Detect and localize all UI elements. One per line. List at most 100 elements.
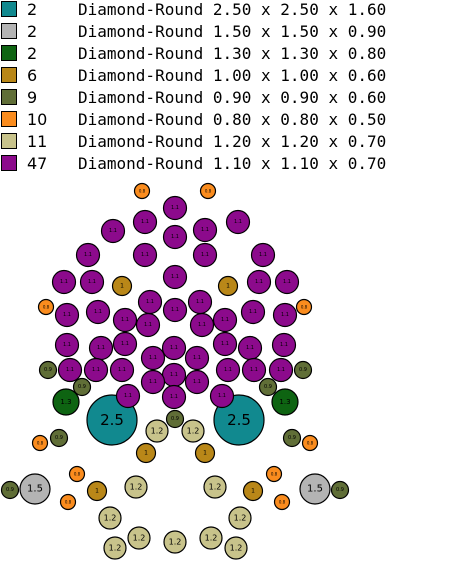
- stone-size-label: 1.3: [279, 398, 290, 406]
- stone-size-label: 0.9: [336, 487, 344, 493]
- stone-size-label: 0.8: [307, 441, 314, 446]
- stone-s10: 1: [135, 442, 157, 464]
- stone-size-label: 1.1: [170, 372, 178, 378]
- stone-s09: 0.9: [38, 360, 58, 380]
- stone-size-label: 1.1: [255, 279, 263, 285]
- stone-s12: 1.2: [181, 419, 205, 443]
- stone-circle: [213, 394, 265, 446]
- stone-circle: [224, 536, 248, 560]
- legend-count: 9: [27, 88, 38, 107]
- stone-s11: 1.1: [135, 312, 161, 338]
- stone-circle: [115, 383, 141, 409]
- stone-s08: 0.8: [199, 182, 217, 200]
- stone-circle: [140, 345, 166, 371]
- stone-size-label: 0.9: [288, 435, 296, 441]
- stone-size-label: 1.1: [224, 367, 232, 373]
- stone-circle: [258, 377, 278, 397]
- stone-size-label: 1.1: [171, 234, 179, 240]
- stone-circle: [162, 195, 188, 221]
- stone-s12: 1.2: [127, 526, 151, 550]
- stone-s11: 1.1: [162, 264, 188, 290]
- stone-circle: [192, 242, 218, 268]
- stone-circle: [162, 264, 188, 290]
- stone-s11: 1.1: [225, 209, 251, 235]
- stone-circle: [282, 428, 302, 448]
- legend-count: 2: [27, 22, 38, 41]
- stone-s15: 1.5: [19, 473, 51, 505]
- legend-swatch: [1, 67, 17, 83]
- stone-size-label: 1.1: [109, 228, 117, 234]
- stone-size-label: 0.8: [65, 500, 72, 505]
- stone-s11: 1.1: [184, 345, 210, 371]
- stone-s12: 1.2: [224, 536, 248, 560]
- stone-size-label: 0.8: [271, 472, 278, 477]
- stone-s11: 1.1: [272, 302, 298, 328]
- stone-circle: [54, 302, 80, 328]
- stone-s11: 1.1: [250, 242, 276, 268]
- stone-size-label: 1: [144, 450, 148, 457]
- stone-s08: 0.8: [68, 465, 86, 483]
- stone-s12: 1.2: [203, 475, 227, 499]
- stone-circle: [301, 434, 319, 452]
- stone-circle: [273, 493, 291, 511]
- legend-description: Diamond-Round 1.00 x 1.00 x 0.60: [78, 66, 387, 85]
- stone-size-label: 1.1: [171, 307, 179, 313]
- stone-size-label: 1.1: [97, 345, 105, 351]
- stone-circle: [162, 224, 188, 250]
- stone-circle: [112, 307, 138, 333]
- stone-s11: 1.1: [100, 218, 126, 244]
- stone-size-label: 1.1: [121, 317, 129, 323]
- stone-size-label: 2.5: [100, 411, 124, 429]
- stone-size-label: 0.8: [279, 500, 286, 505]
- stone-s10: 1: [111, 275, 133, 297]
- stone-size-label: 1.1: [141, 219, 149, 225]
- stone-s11: 1.1: [274, 269, 300, 295]
- stone-s12: 1.2: [228, 506, 252, 530]
- legend-row: 2 Diamond-Round 1.50 x 1.50 x 0.90: [0, 22, 456, 44]
- stone-s08: 0.8: [273, 493, 291, 511]
- stone-s11: 1.1: [212, 331, 238, 357]
- stone-size-label: 2.5: [227, 411, 251, 429]
- legend-swatch: [1, 23, 17, 39]
- stone-size-label: 1.5: [307, 484, 323, 495]
- stone-circle: [228, 506, 252, 530]
- stone-s11: 1.1: [79, 269, 105, 295]
- stone-circle: [140, 369, 166, 395]
- legend-count: 47: [27, 154, 48, 173]
- stone-s10: 1: [194, 442, 216, 464]
- stone-s12: 1.2: [199, 526, 223, 550]
- stone-circle: [38, 360, 58, 380]
- stone-circle: [165, 409, 185, 429]
- stone-size-label: 0.9: [55, 435, 63, 441]
- stone-size-label: 0.8: [43, 305, 50, 310]
- legend-description: Diamond-Round 1.10 x 1.10 x 0.70: [78, 154, 387, 173]
- stone-s08: 0.8: [265, 465, 283, 483]
- stone-circle: [19, 473, 51, 505]
- stone-circle: [217, 275, 239, 297]
- stone-circle: [184, 369, 210, 395]
- stone-s11: 1.1: [112, 331, 138, 357]
- stone-circle: [145, 419, 169, 443]
- stone-s11: 1.1: [240, 299, 266, 325]
- stone-circle: [31, 434, 49, 452]
- stone-s09: 0.9: [258, 377, 278, 397]
- stone-s11: 1.1: [161, 362, 187, 388]
- legend-description: Diamond-Round 2.50 x 2.50 x 1.60: [78, 0, 387, 19]
- stone-size-label: 1.2: [151, 427, 164, 436]
- stone-circle: [194, 442, 216, 464]
- stone-s09: 0.9: [0, 480, 20, 500]
- stone-circle: [181, 419, 205, 443]
- stone-s11: 1.1: [88, 335, 114, 361]
- stone-size-label: 0.8: [74, 472, 81, 477]
- stone-s09: 0.9: [330, 480, 350, 500]
- stone-s11: 1.1: [162, 195, 188, 221]
- stone-size-label: 1.2: [169, 538, 182, 547]
- stone-circle: [132, 209, 158, 235]
- legend-swatch: [1, 133, 17, 149]
- stone-size-label: 1.1: [221, 341, 229, 347]
- stone-circle: [199, 182, 217, 200]
- stone-size-label: 1.3: [60, 398, 71, 406]
- legend-swatch: [1, 45, 17, 61]
- legend-description: Diamond-Round 1.20 x 1.20 x 0.70: [78, 132, 387, 151]
- stone-size-label: 1.2: [130, 483, 143, 492]
